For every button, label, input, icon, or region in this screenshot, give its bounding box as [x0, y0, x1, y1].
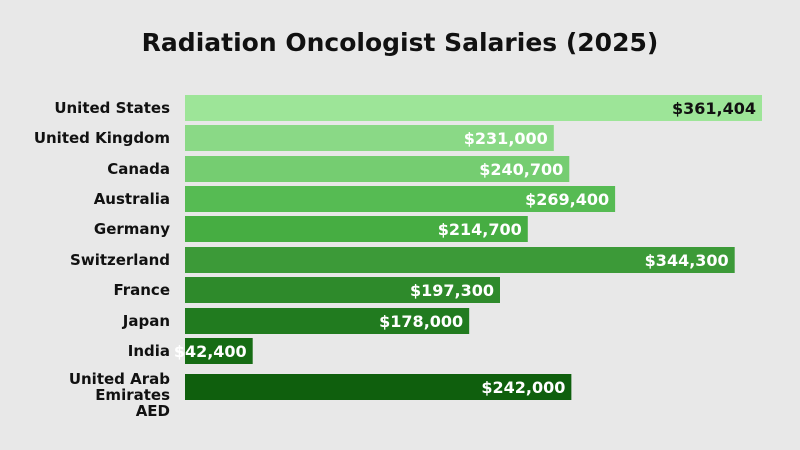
category-label-4: Germany	[94, 220, 170, 238]
bars-layer	[185, 95, 762, 400]
value-label-3: $269,400	[525, 190, 609, 209]
value-label-5: $344,300	[645, 251, 729, 270]
value-label-8: $42,400	[174, 342, 247, 361]
value-label-7: $178,000	[379, 312, 463, 331]
value-labels: $361,404 $231,000 $240,700 $269,400$214,700…	[174, 99, 756, 397]
category-label-2: Canada	[107, 160, 170, 178]
bar-4	[185, 216, 528, 242]
category-label-9: United Arab Emirates AED	[69, 370, 170, 420]
bar-8	[185, 338, 253, 364]
category-label-3: Australia	[94, 190, 170, 208]
category-labels: United States United Kingdom Canada Austral…	[34, 99, 170, 420]
bar-1	[185, 125, 554, 151]
category-label-0: United States	[54, 99, 170, 117]
bar-0	[185, 95, 762, 121]
bar-3	[185, 186, 616, 212]
value-label-6: $197,300	[410, 281, 494, 300]
value-label-2: $240,700	[479, 160, 563, 179]
category-label-1: United Kingdom	[34, 129, 170, 147]
value-label-1: $231,000	[464, 129, 548, 148]
category-label-6: France	[113, 281, 170, 299]
chart-title: Radiation Oncologist Salaries (2025)	[141, 28, 659, 57]
value-label-4: $214,700	[438, 220, 522, 239]
bar-5	[185, 247, 735, 273]
category-label-8: India	[128, 342, 170, 360]
value-label-9: $242,000	[481, 378, 565, 397]
value-label-0: $361,404	[672, 99, 756, 118]
bar-9	[185, 374, 572, 400]
bar-7	[185, 308, 470, 334]
category-label-5: Switzerland	[70, 251, 170, 269]
bar-6	[185, 277, 500, 303]
category-label-7: Japan	[122, 312, 170, 330]
bar-2	[185, 156, 570, 182]
